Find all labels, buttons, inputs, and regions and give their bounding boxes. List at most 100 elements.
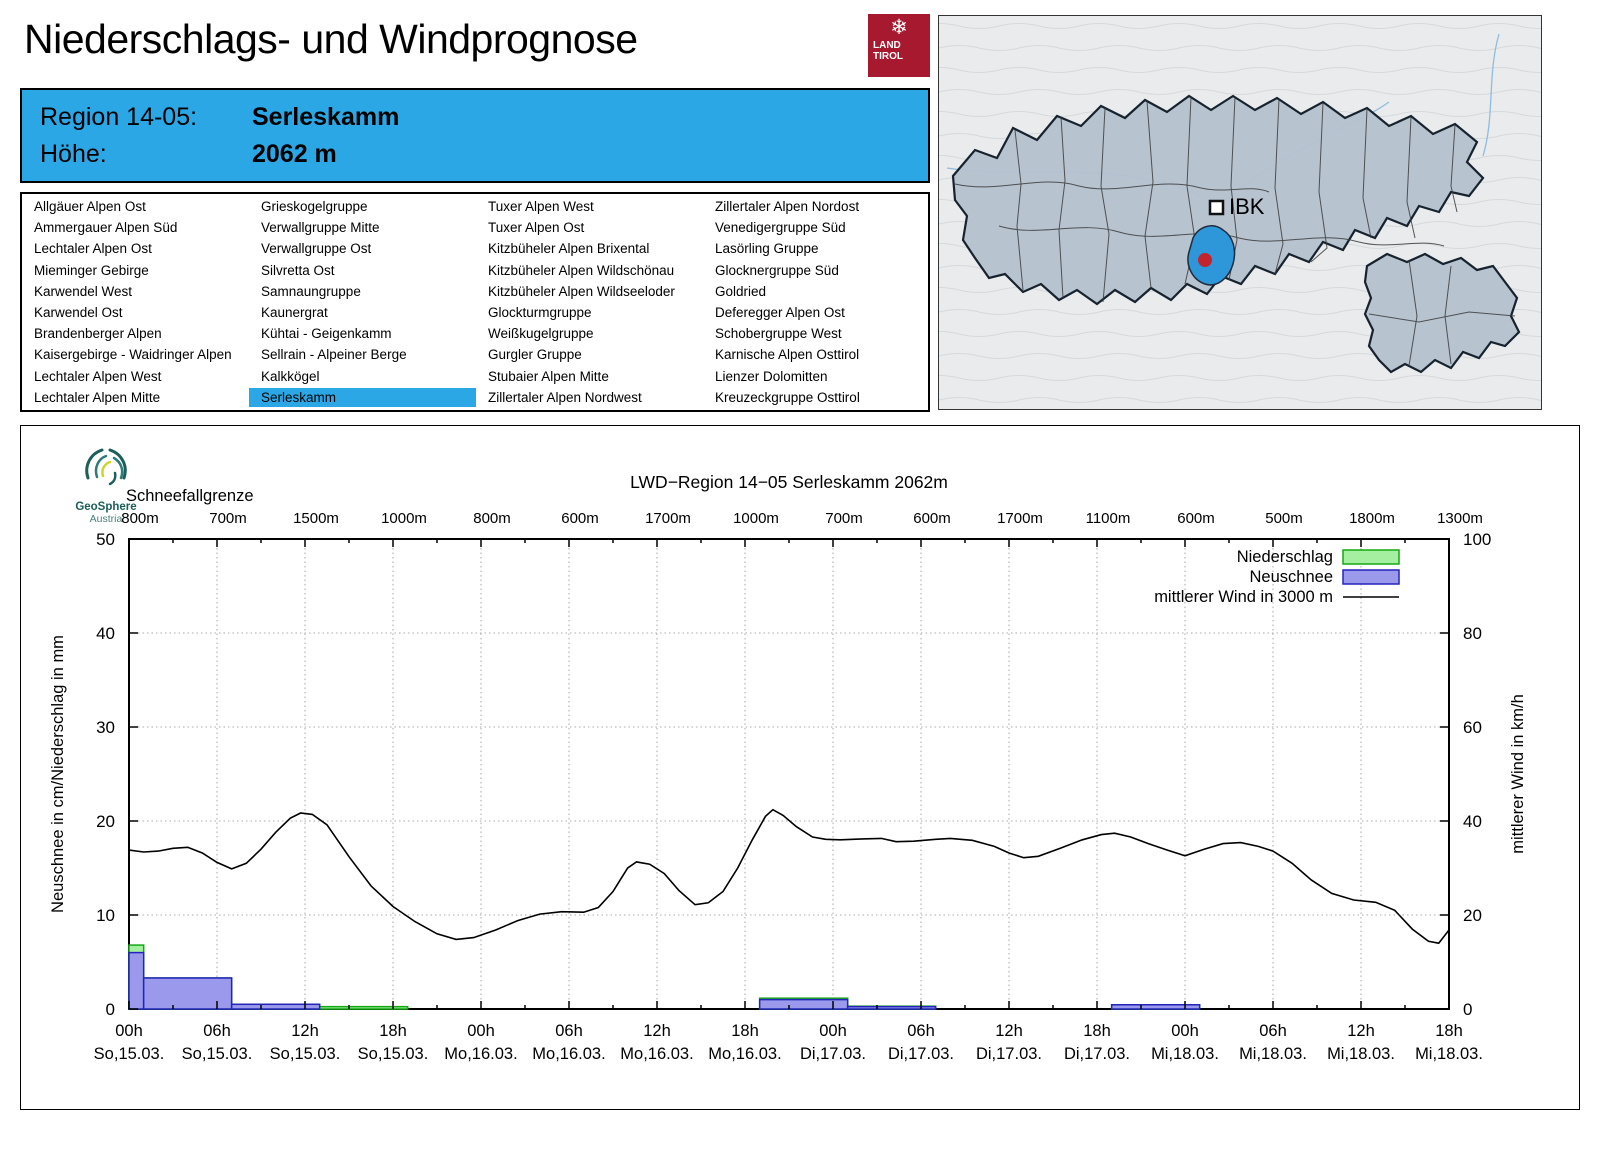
chart-legend: Niederschlag Neuschnee mittlerer Wind in 3… bbox=[1154, 548, 1400, 606]
region-list-item-selected[interactable]: Serleskamm bbox=[249, 387, 476, 407]
svg-text:06h: 06h bbox=[907, 1022, 935, 1040]
region-list-item[interactable]: Kitzbüheler Alpen Wildseeloder bbox=[488, 283, 675, 299]
svg-text:Mi,18.03.: Mi,18.03. bbox=[1415, 1045, 1483, 1063]
region-list: Allgäuer Alpen Ost Ammergauer Alpen Süd Le… bbox=[20, 192, 930, 412]
snowline-title: Schneefallgrenze bbox=[126, 487, 254, 505]
region-list-item[interactable]: Venedigergruppe Süd bbox=[715, 220, 846, 236]
svg-text:Di,17.03.: Di,17.03. bbox=[976, 1045, 1042, 1063]
axis-ticks bbox=[128, 538, 1450, 1010]
svg-text:06h: 06h bbox=[555, 1022, 583, 1040]
region-list-item[interactable]: Karnische Alpen Osttirol bbox=[715, 347, 860, 363]
y-right-axis-title: mittlerer Wind in km/h bbox=[1509, 694, 1527, 854]
region-list-column: Tuxer Alpen West Tuxer Alpen Ost Kitzbühel… bbox=[476, 194, 703, 410]
map-ibk-marker bbox=[1208, 199, 1225, 216]
region-value: Serleskamm bbox=[252, 103, 400, 131]
region-list-item[interactable]: Mieminger Gebirge bbox=[34, 262, 149, 278]
region-list-item[interactable]: Deferegger Alpen Ost bbox=[715, 305, 845, 321]
region-list-item[interactable]: Weißkugelgruppe bbox=[488, 326, 594, 342]
altitude-value: 2062 m bbox=[252, 140, 337, 168]
region-list-item[interactable]: Samnaungruppe bbox=[261, 283, 361, 299]
y-left-axis-title: Neuschnee in cm/Niederschlag in mm bbox=[49, 635, 67, 913]
region-list-item[interactable]: Sellrain - Alpeiner Berge bbox=[261, 347, 407, 363]
svg-text:Niederschlag: Niederschlag bbox=[1237, 548, 1333, 566]
svg-text:So,15.03.: So,15.03. bbox=[182, 1045, 253, 1063]
chart-plot-border bbox=[128, 538, 1450, 1010]
region-list-item[interactable]: Lechtaler Alpen Mitte bbox=[34, 389, 161, 405]
svg-text:80: 80 bbox=[1463, 624, 1482, 643]
region-list-column: Grieskogelgruppe Verwallgruppe Mitte Verwa… bbox=[249, 194, 476, 410]
region-list-item[interactable]: Verwallgruppe Ost bbox=[261, 241, 372, 257]
region-list-item[interactable]: Kaunergrat bbox=[261, 305, 328, 321]
region-list-item[interactable]: Schobergruppe West bbox=[715, 326, 842, 342]
svg-text:500m: 500m bbox=[1265, 510, 1303, 527]
map-selected-region[interactable] bbox=[1187, 225, 1236, 286]
bars-neuschnee bbox=[128, 951, 1201, 1010]
region-list-item[interactable]: Grieskogelgruppe bbox=[261, 199, 368, 215]
region-list-column: Zillertaler Alpen Nordost Venedigergruppe… bbox=[703, 194, 928, 410]
region-list-item[interactable]: Ammergauer Alpen Süd bbox=[34, 220, 178, 236]
bars-niederschlag bbox=[128, 944, 1201, 1010]
svg-text:600m: 600m bbox=[913, 510, 951, 527]
region-list-item[interactable]: Kitzbüheler Alpen Wildschönau bbox=[488, 262, 675, 278]
map-ibk-label: IBK bbox=[1229, 194, 1265, 219]
chart-grid bbox=[129, 539, 1449, 1009]
region-list-item[interactable]: Kreuzeckgruppe Osttirol bbox=[715, 389, 860, 405]
region-list-item[interactable]: Brandenberger Alpen bbox=[34, 326, 162, 342]
svg-text:60: 60 bbox=[1463, 718, 1482, 737]
region-list-item[interactable]: Allgäuer Alpen Ost bbox=[34, 199, 146, 215]
region-list-item[interactable]: Goldried bbox=[715, 283, 767, 299]
land-tirol-logo: ❄ LAND TIROL bbox=[868, 14, 930, 77]
tirol-map[interactable]: IBK bbox=[918, 15, 1600, 410]
geosphere-name: GeoSphere bbox=[75, 501, 137, 513]
region-list-item[interactable]: Kühtai - Geigenkamm bbox=[261, 326, 392, 342]
svg-text:600m: 600m bbox=[561, 510, 599, 527]
region-list-item[interactable]: Kaisergebirge - Waidringer Alpen bbox=[34, 347, 232, 363]
region-list-item[interactable]: Kalkkögel bbox=[261, 368, 320, 384]
svg-text:00h: 00h bbox=[819, 1022, 847, 1040]
region-list-item[interactable]: Kitzbüheler Alpen Brixental bbox=[488, 241, 650, 257]
svg-text:1000m: 1000m bbox=[733, 510, 779, 527]
region-list-item[interactable]: Lechtaler Alpen Ost bbox=[34, 241, 152, 257]
region-list-item[interactable]: Zillertaler Alpen Nordost bbox=[715, 199, 860, 215]
region-list-item[interactable]: Tuxer Alpen West bbox=[488, 199, 594, 215]
logo-text: LAND TIROL bbox=[873, 40, 903, 62]
region-list-item[interactable]: Silvretta Ost bbox=[261, 262, 335, 278]
region-label: Region 14-05: bbox=[40, 103, 198, 131]
svg-text:06h: 06h bbox=[1259, 1022, 1287, 1040]
region-list-item[interactable]: Lasörling Gruppe bbox=[715, 241, 819, 257]
forecast-chart: 0 10 20 30 40 50 0 20 40 60 80 100 00h So,15.03. 06h So… bbox=[49, 472, 1527, 1063]
svg-text:Mo,16.03.: Mo,16.03. bbox=[620, 1045, 693, 1063]
chart-title: LWD−Region 14−05 Serleskamm 2062m bbox=[630, 472, 948, 492]
region-list-item[interactable]: Tuxer Alpen Ost bbox=[488, 220, 585, 236]
page-title: Niederschlags- und Windprognose bbox=[24, 16, 638, 62]
region-list-item[interactable]: Glocknergruppe Süd bbox=[715, 262, 839, 278]
svg-text:12h: 12h bbox=[995, 1022, 1023, 1040]
region-list-item[interactable]: Karwendel West bbox=[34, 283, 133, 299]
svg-text:50: 50 bbox=[96, 530, 115, 549]
region-list-item[interactable]: Karwendel Ost bbox=[34, 305, 123, 321]
geosphere-logo-icon bbox=[85, 448, 127, 486]
svg-text:100: 100 bbox=[1463, 530, 1491, 549]
region-list-item[interactable]: Zillertaler Alpen Nordwest bbox=[488, 389, 642, 405]
svg-text:1500m: 1500m bbox=[293, 510, 339, 527]
svg-text:800m: 800m bbox=[121, 510, 159, 527]
svg-text:40: 40 bbox=[1463, 812, 1482, 831]
wind-line bbox=[128, 808, 1450, 945]
tirol-emblem-icon: ❄ bbox=[890, 16, 908, 39]
snowline-labels: 800m 700m 1500m 1000m 800m 600m 1700m 1000m 700m… bbox=[121, 510, 1483, 527]
map-region-marker-dot bbox=[1198, 253, 1212, 267]
region-list-item[interactable]: Stubaier Alpen Mitte bbox=[488, 368, 609, 384]
svg-text:Di,17.03.: Di,17.03. bbox=[800, 1045, 866, 1063]
svg-text:1700m: 1700m bbox=[997, 510, 1043, 527]
altitude-label: Höhe: bbox=[40, 140, 107, 168]
svg-text:600m: 600m bbox=[1177, 510, 1215, 527]
geosphere-logo: GeoSphere Austria bbox=[51, 446, 161, 525]
geosphere-sub: Austria bbox=[89, 513, 123, 525]
svg-text:1100m: 1100m bbox=[1086, 510, 1131, 527]
region-list-item[interactable]: Lienzer Dolomitten bbox=[715, 368, 828, 384]
region-list-item[interactable]: Gurgler Gruppe bbox=[488, 347, 582, 363]
region-info-box: Region 14-05: Serleskamm Höhe: 2062 m bbox=[20, 88, 930, 183]
region-list-item[interactable]: Glockturmgruppe bbox=[488, 305, 592, 321]
region-list-item[interactable]: Verwallgruppe Mitte bbox=[261, 220, 380, 236]
region-list-item[interactable]: Lechtaler Alpen West bbox=[34, 368, 162, 384]
